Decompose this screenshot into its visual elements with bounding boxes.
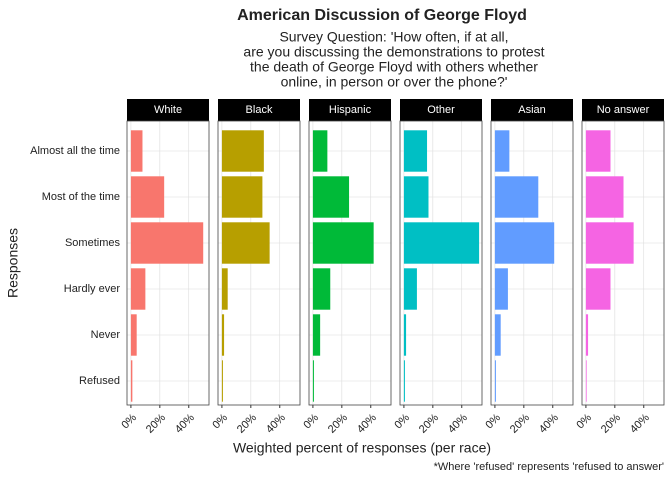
bar	[494, 360, 496, 402]
bar	[221, 360, 223, 402]
panel-border	[581, 120, 665, 406]
bar	[130, 130, 143, 172]
strip-label: Hispanic	[329, 104, 372, 116]
bar	[221, 176, 263, 218]
bar	[403, 222, 480, 264]
strip	[400, 99, 482, 121]
strip-label: No answer	[597, 104, 650, 116]
x-tick-label: 40%	[264, 412, 288, 436]
strip-label: White	[154, 104, 182, 116]
subtitle: Survey Question: 'How often, if at all,	[279, 29, 508, 45]
y-tick-label: Most of the time	[42, 191, 120, 203]
bar	[585, 130, 611, 172]
y-tick-label: Refused	[79, 375, 120, 387]
bar	[221, 130, 264, 172]
bar	[494, 130, 510, 172]
strip	[218, 99, 300, 121]
panel-border	[126, 120, 210, 406]
bar	[130, 176, 165, 218]
strip-label: Other	[427, 104, 455, 116]
panel-border	[399, 120, 483, 406]
y-axis-label: Responses	[5, 228, 21, 298]
strip	[127, 99, 209, 121]
subtitle: are you discussing the demonstrations to…	[243, 44, 544, 60]
bar	[130, 268, 146, 310]
x-tick-label: 40%	[537, 412, 561, 436]
bar	[312, 130, 328, 172]
bar	[403, 176, 429, 218]
bar	[312, 360, 314, 402]
bar	[130, 314, 137, 356]
bar	[403, 268, 417, 310]
bar	[494, 314, 501, 356]
bar	[312, 222, 374, 264]
bar	[494, 222, 555, 264]
x-tick-label: 20%	[326, 412, 350, 436]
y-tick-label: Hardly ever	[64, 283, 121, 295]
x-tick-label: 20%	[508, 412, 532, 436]
strip	[491, 99, 573, 121]
bar	[585, 268, 611, 310]
x-tick-label: 40%	[446, 412, 470, 436]
bar	[494, 268, 508, 310]
x-tick-label: 0%	[210, 412, 230, 432]
bar	[312, 176, 350, 218]
x-axis-label: Weighted percent of responses (per race)	[233, 440, 491, 456]
x-tick-label: 40%	[355, 412, 379, 436]
y-tick-label: Almost all the time	[30, 145, 120, 157]
strip	[582, 99, 664, 121]
strip-label: Black	[246, 104, 273, 116]
x-tick-label: 20%	[417, 412, 441, 436]
bar	[221, 268, 228, 310]
bar	[130, 222, 204, 264]
bar	[585, 314, 589, 356]
bar	[312, 314, 321, 356]
subtitle: online, in person or over the phone?'	[281, 74, 508, 90]
bar	[403, 130, 428, 172]
x-tick-label: 0%	[119, 412, 139, 432]
panel-border	[490, 120, 574, 406]
strip	[309, 99, 391, 121]
x-tick-label: 40%	[173, 412, 197, 436]
y-tick-label: Sometimes	[65, 237, 121, 249]
x-tick-label: 0%	[483, 412, 503, 432]
x-tick-label: 40%	[628, 412, 652, 436]
chart-title: American Discussion of George Floyd	[237, 7, 527, 24]
x-tick-label: 0%	[392, 412, 412, 432]
caption: *Where 'refused' represents 'refused to …	[434, 461, 664, 473]
bar	[221, 222, 270, 264]
bar	[221, 314, 225, 356]
strip-label: Asian	[518, 104, 546, 116]
x-tick-label: 0%	[574, 412, 594, 432]
bar	[403, 314, 407, 356]
x-tick-label: 20%	[235, 412, 259, 436]
bar	[403, 360, 405, 402]
x-tick-label: 20%	[144, 412, 168, 436]
panel-border	[308, 120, 392, 406]
bar	[585, 222, 634, 264]
panel-border	[217, 120, 301, 406]
bar	[130, 360, 133, 402]
bar	[585, 176, 624, 218]
bar	[494, 176, 539, 218]
bar	[585, 360, 587, 402]
x-tick-label: 20%	[599, 412, 623, 436]
y-tick-label: Never	[91, 329, 121, 341]
bar	[312, 268, 331, 310]
subtitle: the death of George Floyd with others wh…	[250, 59, 538, 75]
x-tick-label: 0%	[301, 412, 321, 432]
